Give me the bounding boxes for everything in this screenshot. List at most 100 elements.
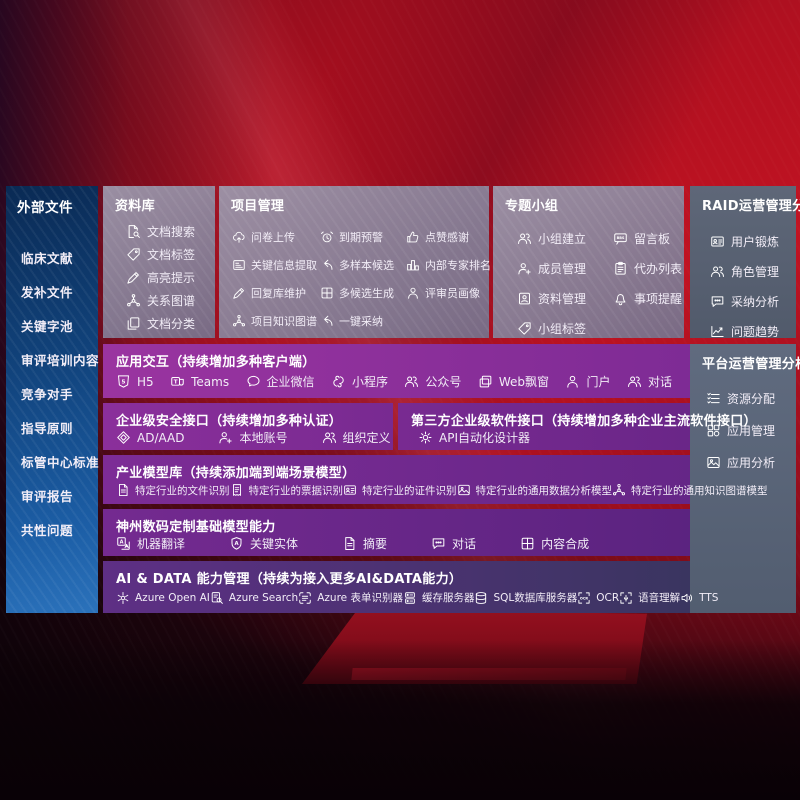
- chat-icon: [431, 536, 446, 551]
- item-voice[interactable]: 语音理解: [619, 590, 680, 605]
- item-id-card[interactable]: 用户锻炼: [710, 226, 796, 256]
- item-rank[interactable]: 内部专家排名: [406, 257, 491, 273]
- item-trend[interactable]: 问题趋势: [710, 316, 796, 346]
- item-label: 小组建立: [538, 231, 587, 246]
- row-title: 产业模型库（持续添加端到端场景模型）: [116, 466, 356, 481]
- item-puzzle[interactable]: 内容合成: [520, 535, 589, 552]
- item-tag[interactable]: 小组标签: [517, 320, 613, 337]
- item-doc[interactable]: 摘要: [342, 535, 387, 552]
- puzzle-icon: [520, 536, 535, 551]
- item-translate[interactable]: 机器翻译: [116, 535, 185, 552]
- item-bell[interactable]: 事项提醒: [613, 290, 684, 307]
- item-shield-a[interactable]: 关键实体: [229, 535, 298, 552]
- item-pencil[interactable]: 高亮提示: [126, 266, 215, 289]
- item-person-add[interactable]: 成员管理: [517, 260, 613, 277]
- row-title: 企业级安全接口（持续增加多种认证）: [116, 414, 343, 429]
- db-icon: [474, 591, 488, 605]
- item-frame[interactable]: 关键信息提取: [232, 257, 320, 273]
- item-search-doc[interactable]: Azure Search: [210, 591, 298, 605]
- item-list[interactable]: 资源分配: [706, 382, 796, 414]
- item-album[interactable]: 资料管理: [517, 290, 613, 307]
- item-image[interactable]: 应用分析: [706, 446, 796, 478]
- image-icon: [706, 455, 721, 470]
- item-copy[interactable]: 文档分类: [126, 312, 215, 335]
- item-clipboard[interactable]: 代办列表: [613, 260, 684, 277]
- item-tag[interactable]: 文档标签: [126, 243, 215, 266]
- item-people[interactable]: 小组建立: [517, 230, 613, 247]
- row-industry-models: 产业模型库（持续添加端到端场景模型） 特定行业的文件识别 特定行业的票据识别 特定行…: [103, 455, 768, 504]
- item-grid[interactable]: 应用管理: [706, 414, 796, 446]
- item-graph[interactable]: 项目知识图谱: [232, 313, 320, 329]
- item-label: 点赞感谢: [425, 231, 469, 244]
- item-label: 事项提醒: [634, 291, 683, 306]
- item-reply[interactable]: 一键采纳: [320, 313, 406, 329]
- item-label: 文档分类: [147, 317, 196, 331]
- item-image[interactable]: 特定行业的通用数据分析模型: [457, 483, 612, 498]
- item-openai[interactable]: Azure Open AI: [116, 591, 210, 605]
- item-people[interactable]: 公众号: [404, 373, 461, 390]
- reply-icon: [320, 314, 334, 328]
- item-person-add[interactable]: 本地账号: [218, 429, 288, 446]
- panel-title: 项目管理: [231, 199, 285, 214]
- item-bbs[interactable]: 留言板: [613, 230, 684, 247]
- item-chat[interactable]: 对话: [431, 535, 476, 552]
- item-window[interactable]: Web飘窗: [478, 373, 549, 390]
- item-cloud-up[interactable]: 问卷上传: [232, 229, 320, 245]
- id-card-icon: [710, 234, 725, 249]
- item-label: 公众号: [425, 375, 462, 389]
- item-gear[interactable]: API自动化设计器: [418, 429, 530, 446]
- item-nav[interactable]: 审评培训内容: [6, 342, 99, 376]
- shield-a-icon: [229, 536, 244, 551]
- item-pencil[interactable]: 回复库维护: [232, 285, 320, 301]
- translate-icon: [116, 536, 131, 551]
- item-label: 指导原则: [21, 420, 74, 436]
- sidebar-title: 外部文件: [17, 200, 73, 216]
- item-label: 应用管理: [727, 423, 776, 438]
- item-nav[interactable]: 竞争对手: [6, 376, 98, 410]
- item-doc-search[interactable]: 文档搜索: [126, 220, 215, 243]
- item-nav[interactable]: 审评报告: [6, 478, 98, 512]
- item-doc[interactable]: 特定行业的文件识别: [116, 483, 230, 498]
- item-tts[interactable]: TTS: [680, 591, 718, 605]
- item-person[interactable]: 门户: [565, 373, 611, 390]
- item-people[interactable]: 对话: [627, 373, 672, 390]
- item-nav[interactable]: 标管中心标准: [6, 444, 100, 478]
- item-label: 应用分析: [727, 455, 776, 470]
- item-alarm[interactable]: 到期预警: [320, 229, 406, 245]
- item-label: 小程序: [351, 375, 388, 389]
- item-label: 特定行业的证件识别: [362, 484, 457, 497]
- item-label: 特定行业的文件识别: [135, 484, 230, 497]
- item-server[interactable]: 缓存服务器: [403, 590, 474, 605]
- item-nav[interactable]: 发补文件: [6, 274, 98, 308]
- item-nav[interactable]: 临床文献: [6, 240, 98, 274]
- item-teams[interactable]: Teams: [170, 374, 229, 389]
- item-people[interactable]: 组织定义: [322, 429, 391, 446]
- item-people[interactable]: 角色管理: [710, 256, 796, 286]
- voice-icon: [619, 591, 633, 605]
- reply-icon: [320, 258, 334, 272]
- receipt-icon: [230, 483, 244, 497]
- item-label: Azure 表单识别器: [317, 592, 403, 604]
- item-ocr[interactable]: OCR: [577, 591, 619, 605]
- item-graph[interactable]: 关系图谱: [126, 289, 215, 312]
- item-id-card[interactable]: 特定行业的证件识别: [343, 483, 457, 498]
- item-label: 标管中心标准: [21, 454, 100, 470]
- item-puzzle[interactable]: 多候选生成: [320, 285, 406, 301]
- item-mini[interactable]: 小程序: [331, 373, 388, 390]
- item-thumb[interactable]: 点赞感谢: [406, 229, 491, 245]
- item-nav[interactable]: 关键字池: [6, 308, 98, 342]
- item-label: API自动化设计器: [439, 431, 530, 445]
- item-db[interactable]: SQL数据库服务器: [474, 590, 577, 605]
- item-html5[interactable]: H5: [116, 374, 154, 389]
- item-person[interactable]: 评审员画像: [406, 285, 491, 301]
- item-receipt[interactable]: 特定行业的票据识别: [230, 483, 343, 498]
- item-graph[interactable]: 特定行业的通用知识图谱模型: [612, 483, 768, 498]
- id-card-icon: [343, 483, 357, 497]
- item-form[interactable]: Azure 表单识别器: [298, 590, 403, 605]
- item-diamond[interactable]: AD/AAD: [116, 430, 184, 445]
- item-nav[interactable]: 共性问题: [6, 512, 98, 546]
- item-chat[interactable]: 采纳分析: [710, 286, 796, 316]
- item-reply[interactable]: 多样本候选: [320, 257, 406, 273]
- item-nav[interactable]: 指导原则: [6, 410, 98, 444]
- item-bubble[interactable]: 企业微信: [246, 373, 315, 390]
